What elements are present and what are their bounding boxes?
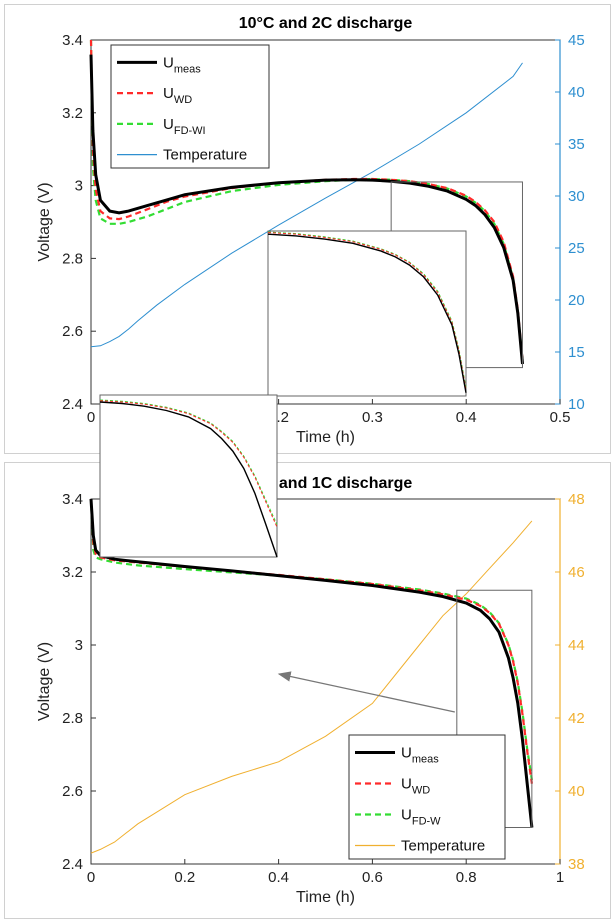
top-x-tick-label: 0.4 (456, 409, 477, 426)
top-y-tick-label: 2.8 (62, 250, 83, 267)
top-y2-tick-label: 20 (568, 292, 585, 309)
bottom-y-tick-label: 2.4 (62, 856, 83, 873)
bottom-x-tick-label: 0 (87, 869, 95, 886)
top-x-axis-label: Time (h) (296, 429, 355, 446)
top-y2-tick-label: 45 (568, 32, 585, 49)
top-x-tick-label: 0 (87, 409, 95, 426)
top-y2-tick-label: 25 (568, 240, 585, 257)
top-y-tick-label: 2.4 (62, 396, 83, 413)
top-chart-title: 10°C and 2C discharge (239, 15, 413, 32)
top-y-axis-label: Voltage (V) (36, 182, 53, 261)
bottom-y-tick-label: 3.2 (62, 564, 83, 581)
top-y2-tick-label: 35 (568, 136, 585, 153)
bottom-y-tick-label: 3.4 (62, 491, 83, 508)
bottom-y2-tick-label: 48 (568, 491, 585, 508)
bottom-x-tick-label: 0.6 (362, 869, 383, 886)
bottom-x-tick-label: 0.4 (268, 869, 289, 886)
bottom-y-tick-label: 2.6 (62, 783, 83, 800)
bottom-x-tick-label: 0.2 (174, 869, 195, 886)
top-legend-label-temperature: Temperature (163, 147, 247, 164)
bottom-y2-tick-label: 38 (568, 856, 585, 873)
bottom-x-tick-label: 1 (556, 869, 564, 886)
top-y2-tick-label: 30 (568, 188, 585, 205)
bottom-x-tick-label: 0.8 (456, 869, 477, 886)
top-inset-box (268, 231, 466, 396)
bottom-y2-tick-label: 44 (568, 637, 585, 654)
top-x-tick-label: 0.3 (362, 409, 383, 426)
top-y-tick-label: 2.6 (62, 323, 83, 340)
top-y2-tick-label: 10 (568, 396, 585, 413)
top-y-tick-label: 3.4 (62, 32, 83, 49)
top-y-tick-label: 3.2 (62, 105, 83, 122)
bottom-legend-label-temperature: Temperature (401, 838, 485, 855)
bottom-y-tick-label: 2.8 (62, 710, 83, 727)
top-y2-tick-label: 40 (568, 84, 585, 101)
bottom-y-tick-label: 3 (75, 637, 83, 654)
bottom-y2-tick-label: 46 (568, 564, 585, 581)
bottom-y-axis-label: Voltage (V) (36, 642, 53, 721)
bottom-inset-box (100, 395, 277, 557)
bottom-y2-tick-label: 40 (568, 783, 585, 800)
top-y-tick-label: 3 (75, 178, 83, 195)
bottom-zoom-arrow (279, 674, 455, 712)
top-y2-tick-label: 15 (568, 344, 585, 361)
bottom-y2-tick-label: 42 (568, 710, 585, 727)
bottom-x-axis-label: Time (h) (296, 889, 355, 906)
